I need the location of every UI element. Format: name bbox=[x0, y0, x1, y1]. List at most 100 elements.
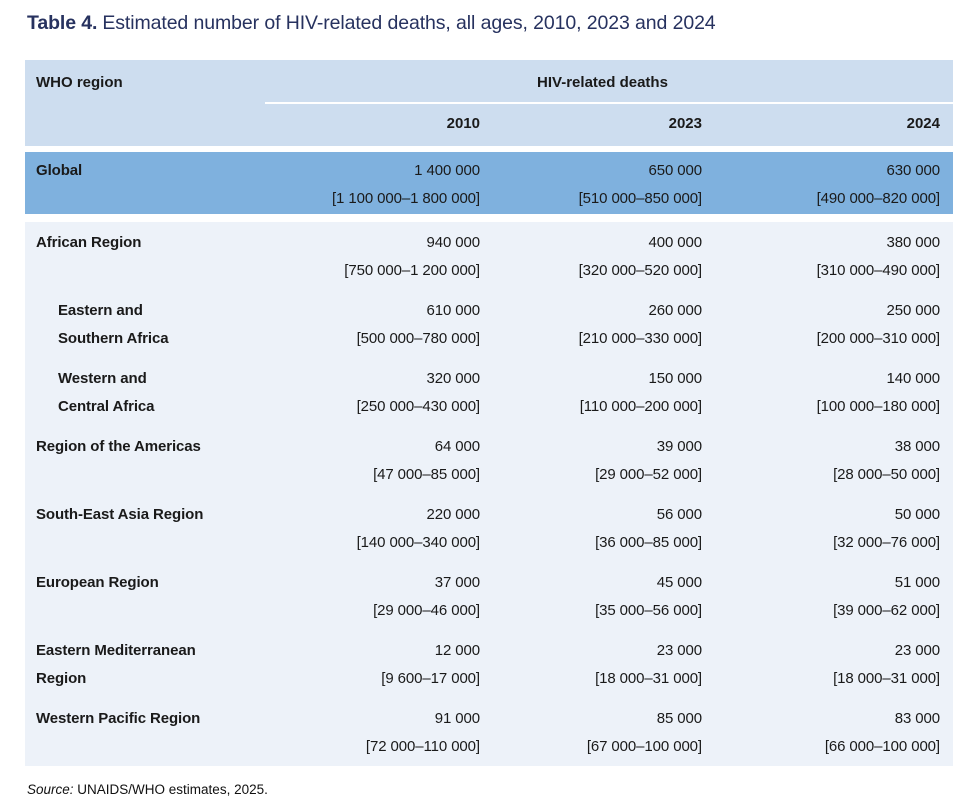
table-row-european-region: European Region 37 000 [29 000–46 000] 4… bbox=[25, 562, 953, 630]
region-name-line1: Western Pacific Region bbox=[36, 710, 201, 727]
estimate-value: 23 000 bbox=[656, 642, 702, 659]
source-note: Source: UNAIDS/WHO estimates, 2025. bbox=[27, 782, 978, 797]
column-header-2024: 2024 bbox=[906, 115, 940, 132]
estimate-value: 12 000 bbox=[434, 642, 480, 659]
estimate-range: [18 000–31 000] bbox=[833, 670, 940, 687]
value-2010: 940 000 [750 000–1 200 000] bbox=[265, 229, 480, 290]
value-2023: 150 000 [110 000–200 000] bbox=[480, 365, 702, 426]
region-name-line1: African Region bbox=[36, 234, 142, 251]
value-2010: 610 000 [500 000–780 000] bbox=[265, 297, 480, 358]
table-row-western-pacific-region: Western Pacific Region 91 000 [72 000–11… bbox=[25, 698, 953, 766]
value-2010: 64 000 [47 000–85 000] bbox=[265, 433, 480, 494]
estimate-range: [250 000–430 000] bbox=[356, 398, 480, 415]
value-2010: 320 000 [250 000–430 000] bbox=[265, 365, 480, 426]
value-2010: 220 000 [140 000–340 000] bbox=[265, 501, 480, 562]
source-text: UNAIDS/WHO estimates, 2025. bbox=[77, 782, 268, 797]
estimate-range: [29 000–46 000] bbox=[373, 602, 480, 619]
estimate-value: 37 000 bbox=[434, 574, 480, 591]
estimate-range: [29 000–52 000] bbox=[595, 466, 702, 483]
region-name: African Region bbox=[25, 229, 265, 290]
value-2010: 1 400 000 [1 100 000–1 800 000] bbox=[265, 157, 480, 214]
value-2010: 91 000 [72 000–110 000] bbox=[265, 705, 480, 766]
estimate-range: [510 000–850 000] bbox=[578, 190, 702, 207]
estimate-value: 940 000 bbox=[426, 234, 480, 251]
column-group-header-hiv-related-deaths: HIV-related deaths bbox=[537, 74, 668, 91]
value-2024: 83 000 [66 000–100 000] bbox=[702, 705, 940, 766]
estimate-value: 38 000 bbox=[894, 438, 940, 455]
estimate-range: [39 000–62 000] bbox=[833, 602, 940, 619]
column-header-2010: 2010 bbox=[446, 115, 480, 132]
table-title: Table 4. Estimated number of HIV-related … bbox=[27, 11, 978, 35]
estimate-range: [36 000–85 000] bbox=[595, 534, 702, 551]
estimate-range: [750 000–1 200 000] bbox=[344, 262, 480, 279]
value-2024: 51 000 [39 000–62 000] bbox=[702, 569, 940, 630]
region-name-line2 bbox=[36, 733, 265, 761]
estimate-range: [18 000–31 000] bbox=[595, 670, 702, 687]
value-2023: 260 000 [210 000–330 000] bbox=[480, 297, 702, 358]
estimate-range: [47 000–85 000] bbox=[373, 466, 480, 483]
table-title-text: Estimated number of HIV-related deaths, … bbox=[102, 12, 716, 34]
source-label: Source: bbox=[27, 782, 74, 797]
estimate-value: 56 000 bbox=[656, 506, 702, 523]
value-2024: 630 000 [490 000–820 000] bbox=[702, 157, 940, 214]
region-name: South-East Asia Region bbox=[25, 501, 265, 562]
table-header-years-row: 2010 2023 2024 bbox=[25, 104, 953, 146]
table-row-eastern-southern-africa: Eastern and Southern Africa 610 000 [500… bbox=[25, 290, 953, 358]
table-body: African Region 940 000 [750 000–1 200 00… bbox=[25, 222, 953, 766]
estimate-value: 1 400 000 bbox=[414, 162, 480, 179]
value-2023: 45 000 [35 000–56 000] bbox=[480, 569, 702, 630]
estimate-value: 45 000 bbox=[656, 574, 702, 591]
hiv-deaths-table: WHO region HIV-related deaths 2010 2023 … bbox=[25, 60, 953, 766]
estimate-range: [32 000–76 000] bbox=[833, 534, 940, 551]
estimate-value: 250 000 bbox=[886, 302, 940, 319]
value-2023: 400 000 [320 000–520 000] bbox=[480, 229, 702, 290]
region-name-line1: European Region bbox=[36, 574, 159, 591]
region-name-line2: Central Africa bbox=[58, 398, 155, 415]
estimate-range: [110 000–200 000] bbox=[579, 398, 702, 415]
table-header-top-row: WHO region HIV-related deaths bbox=[25, 60, 953, 102]
value-2023: 23 000 [18 000–31 000] bbox=[480, 637, 702, 698]
estimate-value: 150 000 bbox=[648, 370, 702, 387]
value-2023: 56 000 [36 000–85 000] bbox=[480, 501, 702, 562]
value-2010: 37 000 [29 000–46 000] bbox=[265, 569, 480, 630]
estimate-value: 220 000 bbox=[426, 506, 480, 523]
table-row-south-east-asia-region: South-East Asia Region 220 000 [140 000–… bbox=[25, 494, 953, 562]
region-name: Western and Central Africa bbox=[25, 365, 265, 426]
region-name: Eastern and Southern Africa bbox=[25, 297, 265, 358]
estimate-range: [140 000–340 000] bbox=[356, 534, 480, 551]
value-2024: 38 000 [28 000–50 000] bbox=[702, 433, 940, 494]
estimate-value: 50 000 bbox=[894, 506, 940, 523]
value-2023: 39 000 [29 000–52 000] bbox=[480, 433, 702, 494]
table-header: WHO region HIV-related deaths 2010 2023 … bbox=[25, 60, 953, 146]
estimate-range: [9 600–17 000] bbox=[381, 670, 480, 687]
value-2024: 380 000 [310 000–490 000] bbox=[702, 229, 940, 290]
region-name-line2 bbox=[36, 597, 265, 625]
estimate-value: 650 000 bbox=[648, 162, 702, 179]
estimate-value: 83 000 bbox=[894, 710, 940, 727]
region-name: Global bbox=[25, 157, 265, 214]
value-2024: 140 000 [100 000–180 000] bbox=[702, 365, 940, 426]
value-2010: 12 000 [9 600–17 000] bbox=[265, 637, 480, 698]
header-separator-line bbox=[265, 102, 953, 104]
estimate-value: 380 000 bbox=[886, 234, 940, 251]
column-header-2023: 2023 bbox=[668, 115, 702, 132]
region-name-line1: Eastern Mediterranean bbox=[36, 642, 196, 659]
region-name-line2 bbox=[36, 257, 265, 285]
region-name: Western Pacific Region bbox=[25, 705, 265, 766]
estimate-range: [210 000–330 000] bbox=[578, 330, 702, 347]
region-name-line1: South-East Asia Region bbox=[36, 506, 204, 523]
table-row-western-central-africa: Western and Central Africa 320 000 [250 … bbox=[25, 358, 953, 426]
table-row-african-region: African Region 940 000 [750 000–1 200 00… bbox=[25, 222, 953, 290]
region-name-line1: Region of the Americas bbox=[36, 438, 201, 455]
value-2023: 85 000 [67 000–100 000] bbox=[480, 705, 702, 766]
estimate-range: [1 100 000–1 800 000] bbox=[331, 190, 480, 207]
table-row-global: Global 1 400 000 [1 100 000–1 800 000] 6… bbox=[25, 152, 953, 214]
estimate-range: [100 000–180 000] bbox=[816, 398, 940, 415]
region-name-line1: Western and bbox=[58, 370, 147, 387]
region-name-line1: Eastern and bbox=[58, 302, 143, 319]
estimate-value: 400 000 bbox=[648, 234, 702, 251]
value-2023: 650 000 [510 000–850 000] bbox=[480, 157, 702, 214]
value-2024: 250 000 [200 000–310 000] bbox=[702, 297, 940, 358]
region-name: Region of the Americas bbox=[25, 433, 265, 494]
